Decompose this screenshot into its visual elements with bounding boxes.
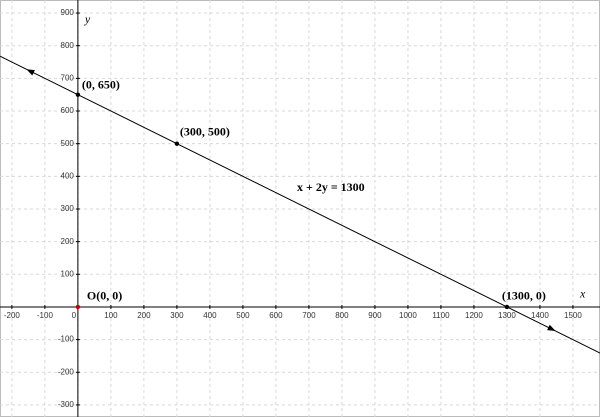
y-tick-label: 800 (61, 41, 75, 50)
x-tick-label: 500 (236, 311, 250, 320)
point-label: O(0, 0) (87, 289, 122, 303)
x-tick-label: 900 (368, 311, 382, 320)
y-axis-label: y (84, 12, 91, 26)
y-tick-label: 200 (61, 237, 75, 246)
y-tick-label: -200 (58, 367, 75, 376)
x-tick-label: 1300 (498, 311, 516, 320)
x-tick-label: 200 (137, 311, 151, 320)
x-tick-label: 1000 (399, 311, 417, 320)
x-tick-label: -200 (4, 311, 21, 320)
equation-label: x + 2y = 1300 (297, 180, 365, 194)
x-tick-label: 1200 (465, 311, 483, 320)
x-tick-label: 1400 (531, 311, 549, 320)
y-tick-label: 400 (61, 171, 75, 180)
y-tick-label: -100 (58, 335, 75, 344)
y-tick-label: 700 (61, 73, 75, 82)
point-label: (0, 650) (82, 77, 120, 91)
x-tick-label: 1500 (564, 311, 582, 320)
x-tick-label: 300 (170, 311, 184, 320)
x-tick-label: -100 (37, 311, 54, 320)
point (76, 305, 80, 309)
point-label: (1300, 0) (502, 289, 546, 303)
point (76, 92, 80, 96)
x-tick-label: 0 (72, 311, 77, 320)
y-tick-label: 900 (61, 8, 75, 17)
x-tick-label: 700 (302, 311, 316, 320)
x-tick-label: 1100 (432, 311, 450, 320)
point (505, 305, 509, 309)
y-tick-label: 600 (61, 106, 75, 115)
y-tick-label: 100 (61, 269, 75, 278)
point (175, 141, 179, 145)
x-tick-label: 400 (203, 311, 217, 320)
y-tick-label: 300 (61, 204, 75, 213)
x-tick-label: 100 (104, 311, 118, 320)
point-label: (300, 500) (180, 124, 230, 138)
y-tick-label: 500 (61, 139, 75, 148)
y-tick-label: -300 (58, 400, 75, 409)
x-tick-label: 800 (335, 311, 349, 320)
x-tick-label: 600 (269, 311, 283, 320)
x-axis-label: x (579, 287, 586, 301)
